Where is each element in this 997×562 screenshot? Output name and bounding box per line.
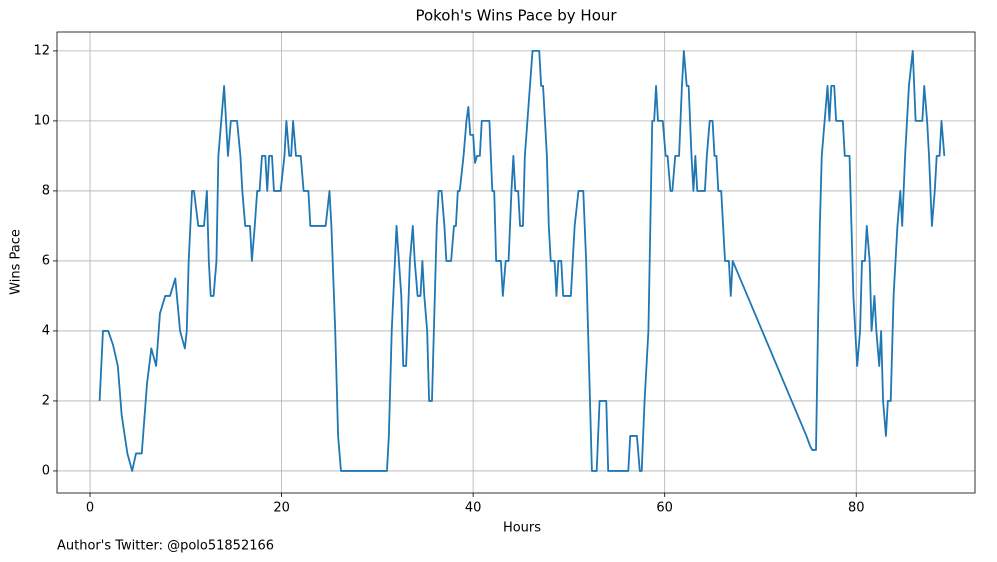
y-tick-label: 6 (42, 253, 50, 268)
x-tick-label: 40 (465, 501, 482, 516)
x-tick-label: 80 (848, 501, 865, 516)
x-tick-label: 60 (656, 501, 673, 516)
y-tick-label: 12 (33, 43, 50, 58)
y-tick-label: 2 (42, 393, 50, 408)
x-axis-label: Hours (503, 521, 541, 536)
chart-title: Pokoh's Wins Pace by Hour (415, 7, 617, 25)
y-tick-label: 8 (42, 183, 50, 198)
data-line (98, 50, 946, 472)
footnote: Author's Twitter: @polo51852166 (57, 539, 274, 554)
x-tick-label: 20 (273, 501, 290, 516)
y-tick-label: 10 (33, 113, 50, 128)
plot-frame (56, 31, 976, 494)
y-tick-label: 0 (42, 463, 50, 478)
y-tick-label: 4 (42, 323, 50, 338)
x-tick-label: 0 (86, 501, 94, 516)
y-axis-label: Wins Pace (9, 229, 24, 295)
